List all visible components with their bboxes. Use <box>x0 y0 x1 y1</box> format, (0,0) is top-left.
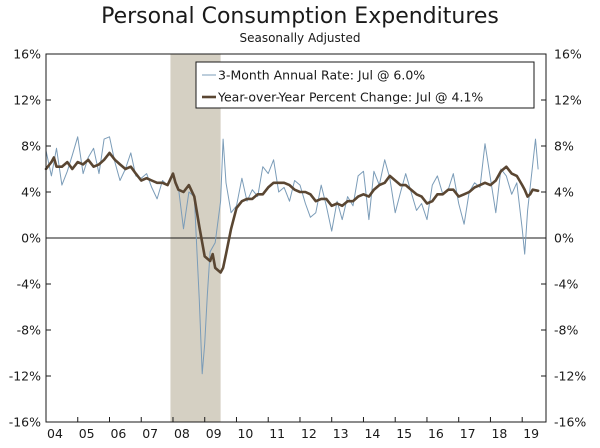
x-tick-label: 06 <box>110 426 126 441</box>
y-tick-label-right: -8% <box>554 323 578 338</box>
y-tick-label-left: 12% <box>13 93 41 108</box>
x-tick-label: 04 <box>47 426 63 441</box>
x-tick-label: 13 <box>333 426 349 441</box>
x-tick-label: 11 <box>269 426 285 441</box>
x-tick-label: 07 <box>142 426 158 441</box>
y-tick-label-left: 8% <box>21 139 41 154</box>
y-tick-label-left: -4% <box>17 277 41 292</box>
series-line-3month <box>45 136 539 375</box>
y-tick-label-right: 8% <box>554 139 574 154</box>
y-tick-label-right: -4% <box>554 277 578 292</box>
y-tick-label-right: 12% <box>554 93 582 108</box>
chart-subtitle: Seasonally Adjusted <box>239 31 361 45</box>
x-tick-label: 19 <box>523 426 539 441</box>
x-tick-label: 08 <box>174 426 190 441</box>
legend-box <box>195 61 535 109</box>
series-line-yoy <box>44 151 540 274</box>
y-tick-label-right: 0% <box>554 231 574 246</box>
y-tick-label-left: 16% <box>13 47 41 62</box>
legend-label-3month: 3-Month Annual Rate: Jul @ 6.0% <box>218 68 425 83</box>
x-tick-label: 12 <box>301 426 317 441</box>
x-tick-label: 14 <box>364 426 380 441</box>
y-tick-label-left: 4% <box>21 185 41 200</box>
x-tick-label: 16 <box>428 426 444 441</box>
y-tick-label-right: -16% <box>554 415 586 430</box>
legend-label-yoy: Year-over-Year Percent Change: Jul @ 4.1… <box>217 90 483 105</box>
y-tick-label-right: 16% <box>554 47 582 62</box>
y-tick-label-left: -12% <box>9 369 41 384</box>
x-tick-label: 17 <box>460 426 476 441</box>
x-tick-label: 15 <box>396 426 412 441</box>
y-tick-label-left: -8% <box>17 323 41 338</box>
chart-title: Personal Consumption Expenditures <box>101 4 499 29</box>
y-tick-label-left: -16% <box>9 415 41 430</box>
y-tick-label-right: 4% <box>554 185 574 200</box>
x-tick-label: 10 <box>237 426 253 441</box>
x-tick-label: 05 <box>79 426 95 441</box>
x-tick-label: 18 <box>491 426 507 441</box>
x-tick-label: 09 <box>206 426 222 441</box>
y-tick-label-right: -12% <box>554 369 586 384</box>
y-tick-label-left: 0% <box>21 231 41 246</box>
